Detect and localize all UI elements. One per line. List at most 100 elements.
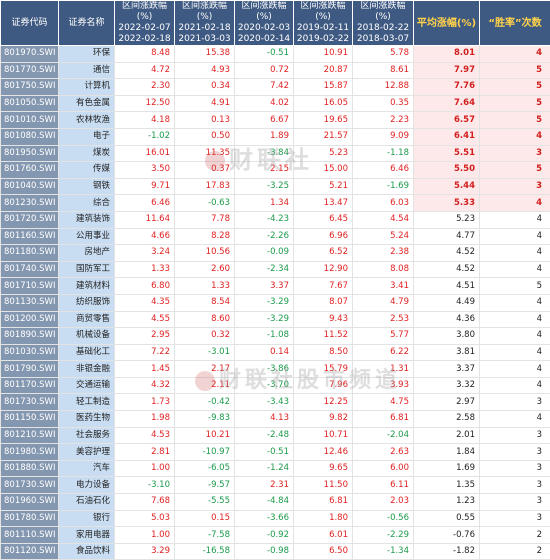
- cell-period-4: 6.45: [294, 211, 353, 228]
- header-code[interactable]: 证券代码: [1, 1, 59, 46]
- header-win-count[interactable]: “胜率”次数: [480, 1, 550, 46]
- cell-period-1: 4.35: [115, 294, 175, 311]
- cell-period-5: 5.78: [353, 46, 414, 63]
- cell-period-1: 4.53: [115, 427, 175, 444]
- cell-period-1: 4.55: [115, 311, 175, 328]
- cell-period-2: 2.17: [175, 361, 235, 378]
- cell-win-count: 5: [480, 62, 550, 79]
- header-period-5[interactable]: 区间涨跌幅(%) 2018-02-22 2018-03-07: [353, 1, 414, 46]
- cell-period-5: -0.56: [353, 510, 414, 527]
- cell-win-count: 4: [480, 228, 550, 245]
- cell-code: 801130.SWI: [1, 294, 59, 311]
- cell-name: 食品饮料: [59, 543, 115, 560]
- cell-period-1: 8.48: [115, 46, 175, 63]
- cell-name: 环保: [59, 46, 115, 63]
- cell-period-5: 6.46: [353, 162, 414, 179]
- cell-period-1: 5.03: [115, 510, 175, 527]
- cell-win-count: 3: [480, 510, 550, 527]
- header-name[interactable]: 证券名称: [59, 1, 115, 46]
- header-period-2[interactable]: 区间涨跌幅(%) 2021-02-18 2021-03-03: [175, 1, 235, 46]
- cell-average-gain: 1.69: [414, 460, 480, 477]
- cell-period-1: 9.71: [115, 178, 175, 195]
- cell-period-2: 1.33: [175, 278, 235, 295]
- cell-name: 银行: [59, 510, 115, 527]
- cell-code: 801790.SWI: [1, 361, 59, 378]
- header-average-gain[interactable]: 平均涨幅(%): [414, 1, 480, 46]
- cell-code: 801160.SWI: [1, 228, 59, 245]
- cell-period-5: 5.24: [353, 228, 414, 245]
- cell-period-4: 6.81: [294, 494, 353, 511]
- cell-period-5: 8.61: [353, 62, 414, 79]
- cell-period-2: 0.34: [175, 79, 235, 96]
- cell-period-4: 15.79: [294, 361, 353, 378]
- cell-win-count: 3: [480, 178, 550, 195]
- cell-code: 801880.SWI: [1, 460, 59, 477]
- cell-average-gain: 3.81: [414, 344, 480, 361]
- cell-name: 建筑材料: [59, 278, 115, 295]
- cell-period-1: -3.10: [115, 477, 175, 494]
- cell-period-5: 1.31: [353, 361, 414, 378]
- header-period-5-label: 区间涨跌幅(%): [353, 1, 413, 23]
- cell-period-3: 4.02: [235, 95, 294, 112]
- cell-average-gain: 4.52: [414, 261, 480, 278]
- cell-period-2: -16.58: [175, 543, 235, 560]
- header-period-3[interactable]: 区间涨跌幅(%) 2020-02-03 2020-02-14: [235, 1, 294, 46]
- cell-period-1: 1.00: [115, 527, 175, 544]
- cell-period-3: -3.25: [235, 178, 294, 195]
- cell-period-2: 17.83: [175, 178, 235, 195]
- cell-period-3: -2.26: [235, 228, 294, 245]
- cell-period-2: 0.50: [175, 128, 235, 145]
- cell-win-count: 4: [480, 245, 550, 262]
- cell-period-4: 5.21: [294, 178, 353, 195]
- cell-period-2: 8.54: [175, 294, 235, 311]
- cell-code: 801030.SWI: [1, 344, 59, 361]
- cell-average-gain: 5.33: [414, 195, 480, 212]
- header-period-4[interactable]: 区间涨跌幅(%) 2019-02-11 2019-02-22: [294, 1, 353, 46]
- cell-period-4: 11.52: [294, 328, 353, 345]
- cell-win-count: 5: [480, 162, 550, 179]
- cell-code: 801010.SWI: [1, 112, 59, 129]
- cell-win-count: 4: [480, 211, 550, 228]
- cell-name: 家用电器: [59, 527, 115, 544]
- cell-period-2: 15.38: [175, 46, 235, 63]
- cell-period-5: 4.79: [353, 294, 414, 311]
- cell-period-4: 7.96: [294, 377, 353, 394]
- cell-code: 801710.SWI: [1, 278, 59, 295]
- header-period-1-start: 2022-02-07: [115, 23, 174, 34]
- header-period-4-end: 2019-02-22: [294, 34, 352, 45]
- cell-period-4: 8.07: [294, 294, 353, 311]
- cell-win-count: 4: [480, 411, 550, 428]
- header-period-1[interactable]: 区间涨跌幅(%) 2022-02-07 2022-02-18: [115, 1, 175, 46]
